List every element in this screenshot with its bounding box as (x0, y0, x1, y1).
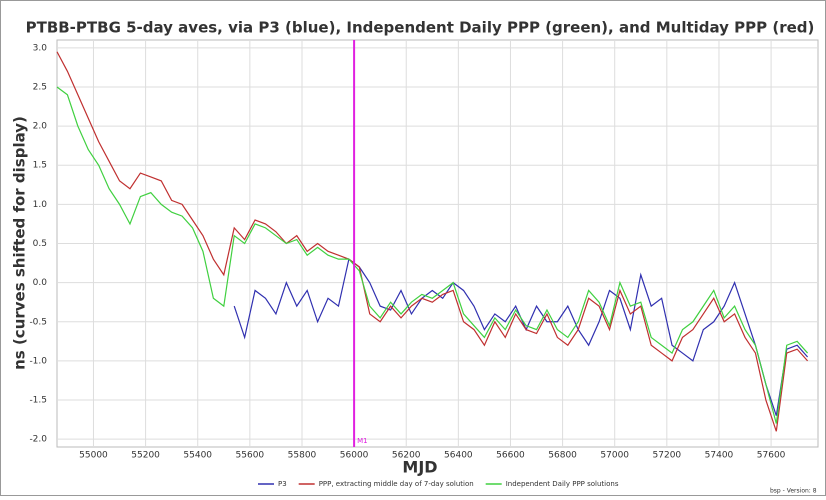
legend-label: Independent Daily PPP solutions (506, 480, 619, 488)
series-line (56, 51, 809, 432)
legend-label: P3 (278, 480, 287, 488)
y-tick-label: 1.5 (33, 161, 47, 171)
series-line (56, 86, 809, 424)
x-tick-label: 56200 (392, 451, 421, 461)
y-tick-label: -1.5 (29, 396, 47, 406)
y-tick-label: 0.0 (33, 278, 48, 288)
x-tick-label: 56400 (444, 451, 473, 461)
chart-title: PTBB-PTBG 5-day aves, via P3 (blue), Ind… (26, 19, 815, 37)
y-tick-label: 2.0 (33, 122, 48, 132)
x-tick-label: 55200 (131, 451, 160, 461)
y-tick-label: -2.0 (29, 435, 47, 445)
y-axis-label: ns (curves shifted for display) (11, 116, 29, 370)
x-tick-label: 55600 (236, 451, 265, 461)
x-tick-label: 57200 (653, 451, 682, 461)
x-tick-label: 57600 (757, 451, 786, 461)
legend-label: PPP, extracting middle day of 7-day solu… (319, 480, 474, 488)
x-tick-label: 55800 (288, 451, 317, 461)
x-axis-label: MJD (402, 458, 437, 477)
y-tick-label: 1.0 (33, 200, 48, 210)
x-tick-label: 57000 (600, 451, 629, 461)
x-tick-label: 55000 (79, 451, 108, 461)
y-tick-label: 0.5 (33, 239, 47, 249)
y-tick-label: 2.5 (33, 82, 47, 92)
x-tick-label: 57400 (705, 451, 734, 461)
x-tick-label: 55400 (183, 451, 212, 461)
version-footer: bsp - Version: 8 (770, 488, 817, 495)
y-tick-label: -0.5 (29, 317, 47, 327)
marker-label: M1 (357, 437, 368, 445)
y-tick-label: 3.0 (33, 43, 48, 53)
x-tick-label: 56000 (340, 451, 369, 461)
legend: P3 PPP, extracting middle day of 7-day so… (258, 480, 619, 488)
y-tick-label: -1.0 (29, 356, 47, 366)
x-tick-label: 56600 (496, 451, 525, 461)
x-tick-label: 56800 (548, 451, 577, 461)
